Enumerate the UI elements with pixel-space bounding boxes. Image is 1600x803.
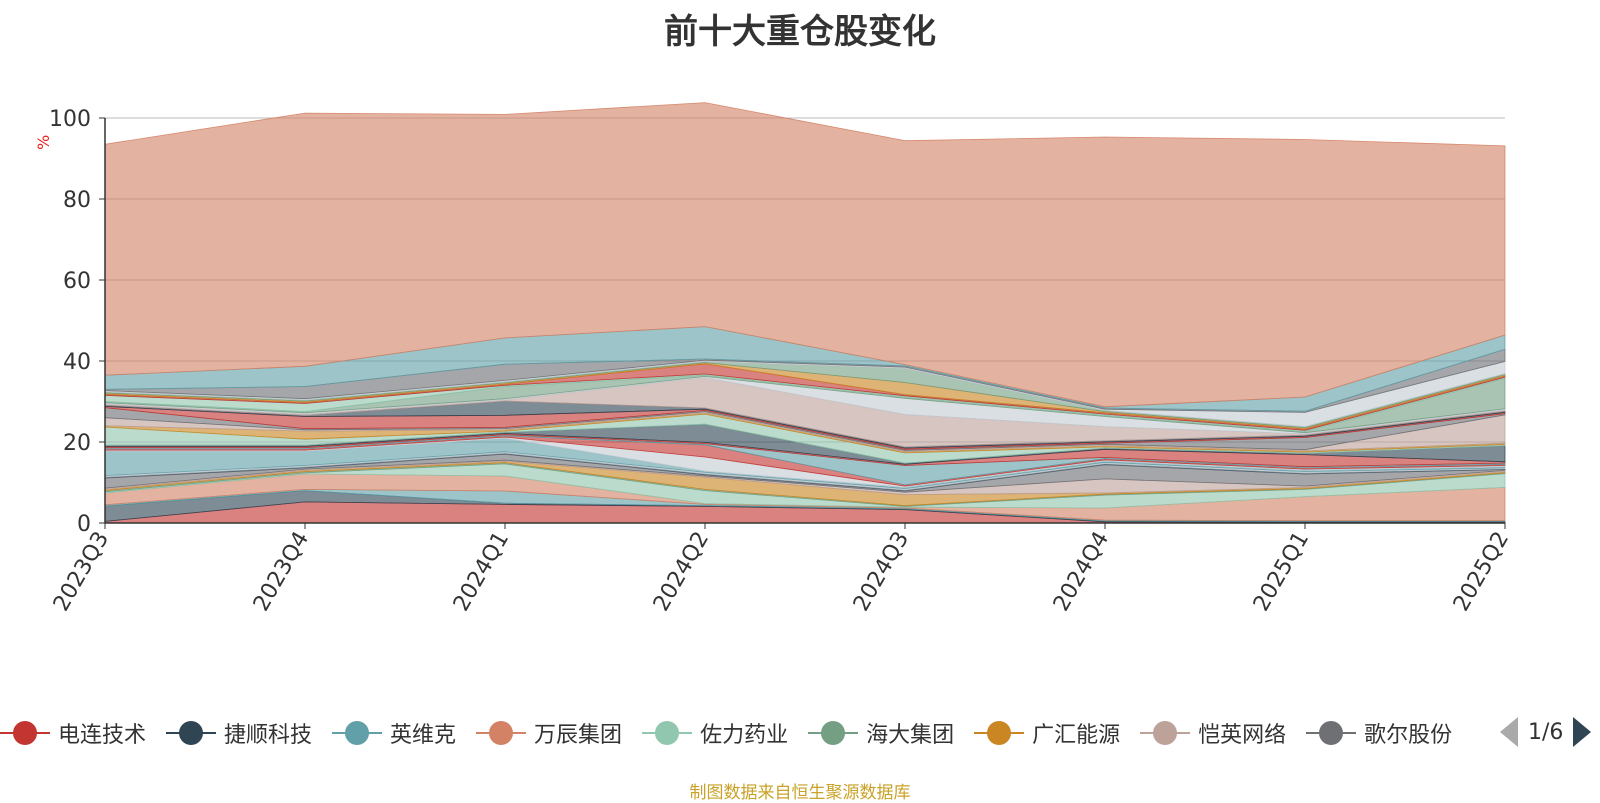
legend-item[interactable]: 海大集团 — [808, 715, 954, 751]
x-tick-label: 2023Q4 — [249, 528, 314, 616]
x-tick-label: 2025Q1 — [1249, 528, 1314, 616]
legend-label: 歌尔股份 — [1364, 723, 1453, 748]
stacked-area-chart: 0 20 40 60 80 100 2023Q3 2023Q4 2024Q1 2024Q2 2024… — [49, 102, 1514, 616]
legend-label: 英维克 — [390, 723, 457, 748]
legend-label: 广汇能源 — [1032, 723, 1121, 748]
legend-marker-icon — [1306, 719, 1357, 747]
area-series-33 — [104, 102, 1506, 408]
legend-marker-icon — [476, 719, 527, 747]
legend-next-button[interactable] — [1573, 717, 1592, 747]
legend-label: 电连技术 — [58, 723, 147, 748]
y-tick-label: 60 — [63, 269, 91, 294]
y-tick-label: 80 — [63, 188, 91, 213]
legend-item[interactable]: 万辰集团 — [476, 715, 622, 751]
x-tick-label: 2024Q1 — [449, 528, 514, 616]
legend-marker-icon — [0, 719, 50, 747]
y-tick-label: 40 — [63, 350, 91, 375]
legend-item[interactable]: 佐力药业 — [642, 715, 788, 751]
y-tick-label: 100 — [49, 107, 91, 132]
legend-item[interactable]: 捷顺科技 — [166, 715, 312, 751]
x-tick-label: 2023Q3 — [49, 528, 114, 616]
x-tick-label: 2024Q2 — [649, 528, 714, 616]
x-tick-label: 2025Q2 — [1449, 528, 1514, 616]
y-tick-label: 0 — [77, 512, 91, 537]
legend-label: 海大集团 — [866, 723, 955, 748]
legend-label: 捷顺科技 — [224, 723, 313, 748]
legend: 电连技术 捷顺科技 英维克 万辰集团 佐力药业 海大集团 广汇能源 恺英网络 歌尔股份 — [0, 715, 1480, 755]
legend-marker-icon — [332, 719, 383, 747]
legend-pager: 1/6 — [1500, 717, 1592, 747]
legend-marker-icon — [166, 719, 217, 747]
y-axis-unit: % — [34, 134, 53, 150]
data-source-note: 制图数据来自恒生聚源数据库 — [689, 783, 911, 803]
legend-item[interactable]: 英维克 — [332, 715, 456, 751]
x-tick-label: 2024Q3 — [849, 528, 914, 616]
legend-item[interactable]: 歌尔股份 — [1306, 715, 1452, 751]
legend-item[interactable]: 电连技术 — [0, 715, 146, 751]
legend-marker-icon — [642, 719, 693, 747]
legend-marker-icon — [974, 719, 1025, 747]
legend-label: 恺英网络 — [1198, 723, 1287, 748]
legend-label: 佐力药业 — [700, 723, 789, 748]
y-tick-label: 20 — [63, 431, 91, 456]
legend-page-indicator: 1/6 — [1528, 719, 1564, 745]
chart-title: 前十大重仓股变化 — [664, 12, 936, 52]
legend-item[interactable]: 恺英网络 — [1140, 715, 1286, 751]
legend-item[interactable]: 广汇能源 — [974, 715, 1120, 751]
legend-marker-icon — [1140, 719, 1191, 747]
legend-marker-icon — [808, 719, 859, 747]
area-series-group — [104, 102, 1506, 524]
legend-label: 万辰集团 — [534, 723, 623, 748]
x-tick-label: 2024Q4 — [1049, 528, 1114, 616]
legend-prev-button[interactable] — [1500, 717, 1518, 747]
